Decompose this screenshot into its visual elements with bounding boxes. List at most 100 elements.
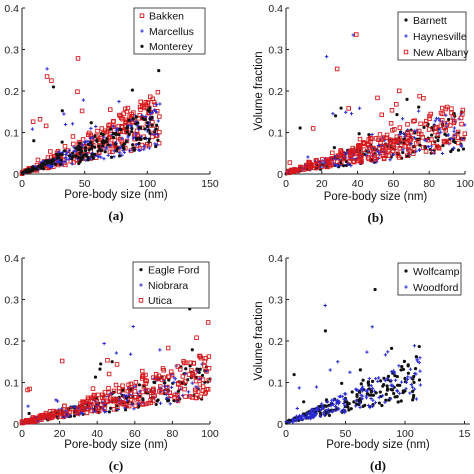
data-point xyxy=(107,149,113,155)
data-point xyxy=(98,367,102,371)
y-axis-label: Volume fraction xyxy=(253,301,265,380)
data-point xyxy=(190,348,194,352)
data-point xyxy=(156,138,160,142)
data-point xyxy=(131,110,136,115)
data-point xyxy=(48,149,53,154)
data-point xyxy=(342,397,346,401)
data-point xyxy=(70,122,75,126)
data-point xyxy=(403,144,409,149)
data-point xyxy=(337,400,342,404)
data-point xyxy=(358,401,362,405)
data-point xyxy=(399,380,404,384)
data-point xyxy=(450,147,455,152)
data-point xyxy=(413,366,418,371)
data-point xyxy=(106,385,111,391)
data-point xyxy=(36,164,41,168)
data-point xyxy=(308,416,313,421)
data-point xyxy=(49,415,55,420)
data-point xyxy=(116,386,122,391)
data-point xyxy=(145,121,149,125)
data-point xyxy=(139,135,143,139)
data-point xyxy=(133,380,139,385)
data-point xyxy=(321,406,326,410)
data-point xyxy=(150,110,155,115)
data-point xyxy=(344,110,348,114)
data-point xyxy=(433,129,438,135)
data-point xyxy=(165,396,170,400)
data-point xyxy=(406,364,410,368)
data-point xyxy=(76,148,80,152)
data-point xyxy=(361,140,366,145)
x-tick-label: 100 xyxy=(201,428,219,440)
data-point xyxy=(298,164,303,170)
data-point xyxy=(51,159,55,163)
data-point xyxy=(120,393,124,398)
data-point xyxy=(447,123,453,128)
data-point xyxy=(314,385,319,389)
data-point xyxy=(172,399,176,403)
data-point xyxy=(175,398,181,404)
data-point xyxy=(385,384,389,388)
data-point xyxy=(394,102,399,107)
data-point xyxy=(128,149,132,153)
data-point xyxy=(132,146,136,150)
data-point xyxy=(102,390,108,395)
data-point xyxy=(287,160,293,165)
data-point xyxy=(114,132,118,136)
data-point xyxy=(147,140,151,144)
data-point xyxy=(165,345,171,351)
data-point xyxy=(452,126,457,130)
data-point xyxy=(115,404,120,409)
data-point xyxy=(100,399,106,404)
data-point xyxy=(178,385,183,391)
data-point xyxy=(346,405,350,409)
data-point xyxy=(125,398,130,402)
data-point xyxy=(294,419,298,423)
data-point xyxy=(348,149,354,154)
data-point xyxy=(79,406,84,411)
data-point xyxy=(384,132,390,138)
data-point xyxy=(356,144,361,150)
data-point xyxy=(157,389,162,394)
data-point xyxy=(115,149,119,153)
data-point xyxy=(436,138,440,143)
x-tick-label: 100 xyxy=(139,178,157,190)
data-point xyxy=(380,144,386,149)
data-point xyxy=(99,126,105,131)
data-point xyxy=(173,377,178,381)
data-point xyxy=(376,379,380,384)
data-point xyxy=(27,411,31,416)
data-point xyxy=(140,113,144,118)
data-point xyxy=(89,408,95,414)
data-point xyxy=(119,124,124,129)
data-point xyxy=(326,411,331,415)
data-point xyxy=(65,151,69,155)
data-point xyxy=(130,129,134,134)
legend-marker xyxy=(404,18,408,22)
data-point xyxy=(198,367,202,371)
data-point xyxy=(391,146,397,151)
panel-1: 0 50 100 150 0 0.1 0.2 0.3 0.4 Pore-body size (nm… xyxy=(4,3,219,223)
data-point xyxy=(133,395,139,400)
data-point xyxy=(411,151,416,156)
data-point xyxy=(311,408,315,413)
data-point xyxy=(389,346,394,350)
data-point xyxy=(154,110,159,114)
data-point xyxy=(202,359,208,364)
data-point xyxy=(444,133,449,137)
data-point xyxy=(167,390,173,396)
legend-label: Woodford xyxy=(413,282,458,294)
data-point xyxy=(90,386,96,391)
data-point xyxy=(397,88,402,94)
data-point xyxy=(30,119,36,124)
data-point xyxy=(146,388,152,393)
data-point xyxy=(294,414,299,418)
data-point xyxy=(132,383,138,389)
data-point xyxy=(188,364,192,368)
data-point xyxy=(95,138,99,142)
data-point xyxy=(324,54,329,59)
data-point xyxy=(95,128,100,134)
data-point xyxy=(143,136,147,140)
data-point xyxy=(72,409,78,415)
data-point xyxy=(361,404,365,408)
